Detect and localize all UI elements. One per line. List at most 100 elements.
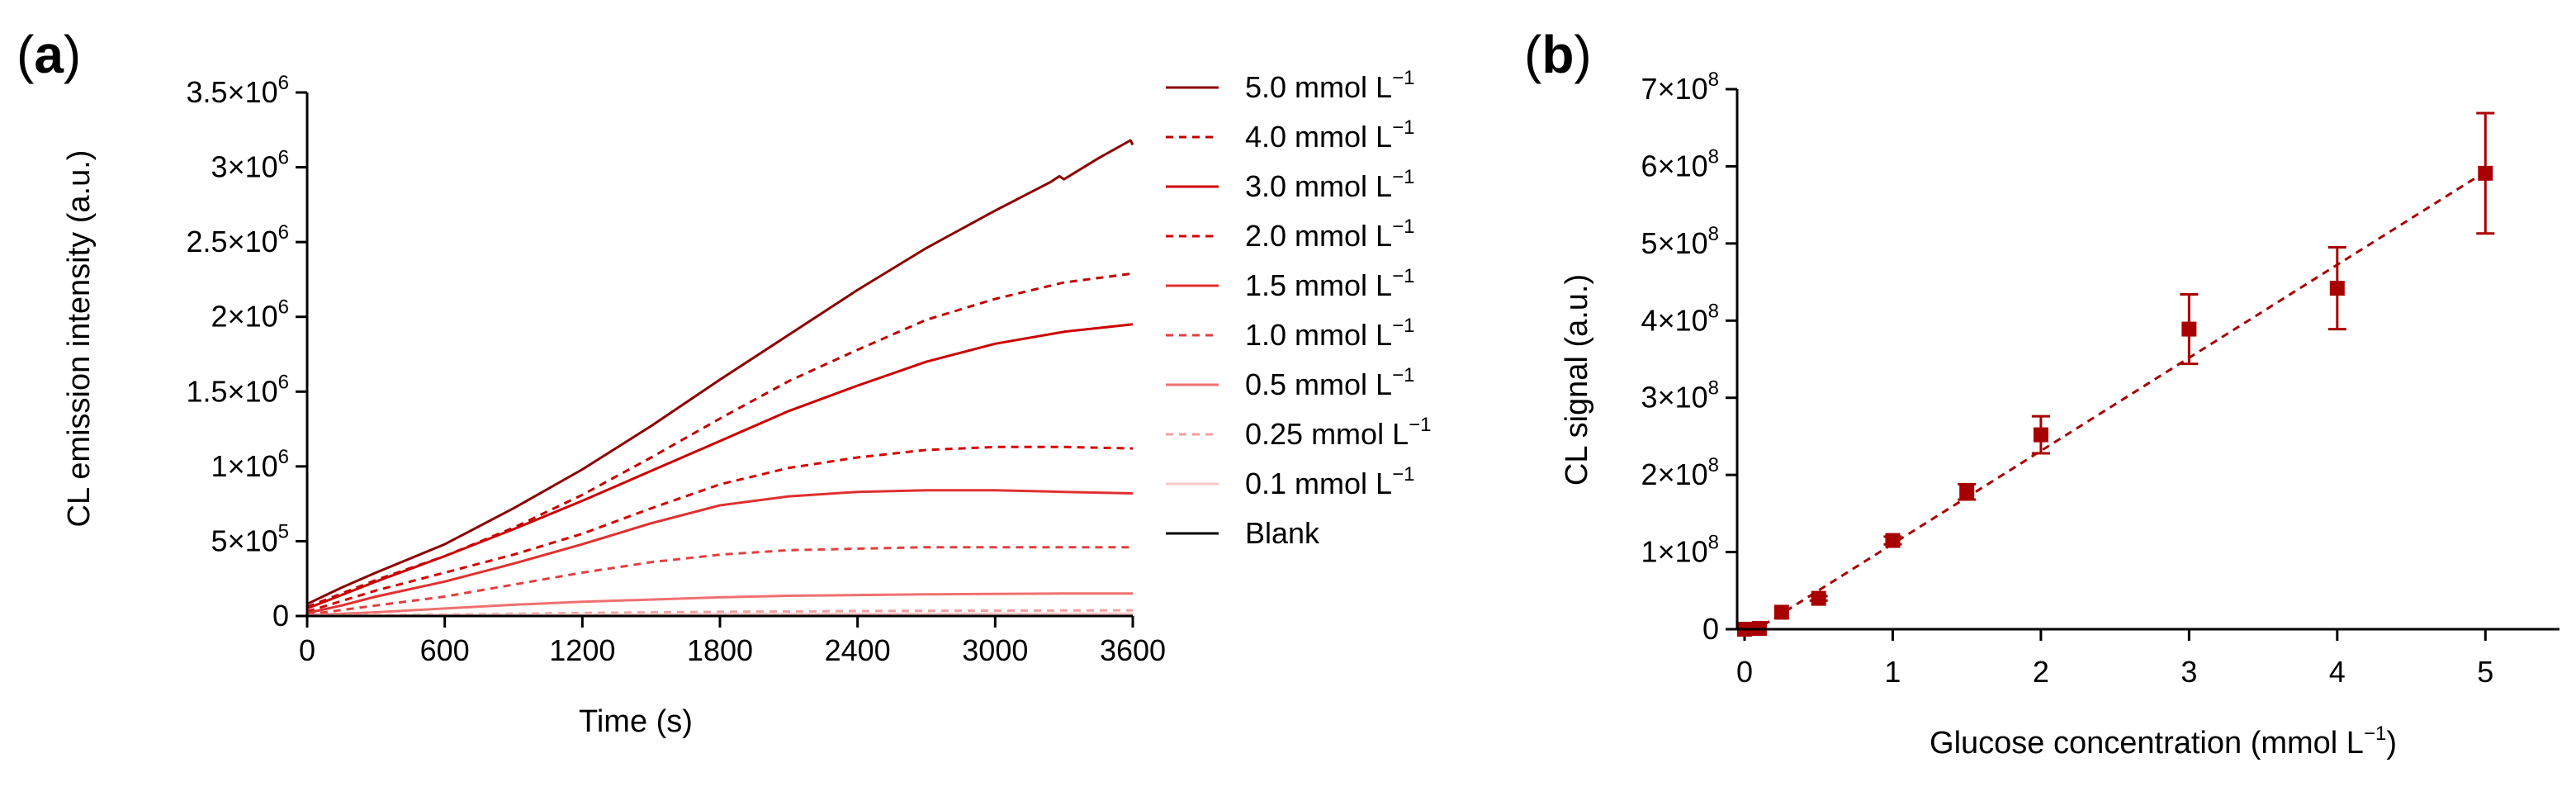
panel-a-legend-label-text: 4.0 mmol L [1245,120,1392,154]
panel-b-data-point [1883,533,1902,548]
panel-b-y-tick-exp: 8 [1708,454,1719,476]
panel-a-legend-item: 1.5 mmol L−1 [1166,265,1414,302]
panel-a-legend-item: 2.0 mmol L−1 [1166,216,1414,253]
panel-a-series-line [306,489,1134,614]
panel-a-y-tick-exp: 6 [278,221,289,244]
panel-b-y-tick-base: 5×10 [1641,226,1708,260]
panel-a-series-line [306,445,1134,614]
panel-a-series-line [306,546,1133,616]
panel-a-x-ticks: 0 600 1200 1800 2400 3000 3600 [299,616,1166,667]
panel-b-y-tick-label: 7×108 [1641,69,1719,106]
panel-b-data-point [2031,415,2050,455]
panel-b-y-tick-exp: 8 [1708,300,1719,322]
panel-a-legend-label-text: 5.0 mmol L [1245,70,1392,104]
panel-b-y-tick-exp: 8 [1708,532,1719,554]
panel-b-y-tick-exp: 8 [1708,223,1719,245]
panel-a-legend-label-text: 1.0 mmol L [1245,318,1392,352]
panel-a-legend-label-exp: −1 [1392,265,1414,287]
panel-a-legend-label-exp: −1 [1392,315,1414,337]
panel-a-letter: (a) [17,25,81,84]
panel-a-legend-item: 4.0 mmol L−1 [1166,116,1414,154]
panel-b-marker [1811,590,1826,606]
panel-a-x-tick-label: 1800 [687,633,753,667]
panel-a-y-tick-label: 1.5×106 [187,371,289,408]
panel-a-y-tick-label: 0 [272,599,289,633]
panel-b-y-tick-base: 3×10 [1641,381,1708,415]
panel-a-legend-label: Blank [1245,516,1320,550]
panel-b-marker [2478,165,2493,181]
panel-a-y-tick-label: 2.5×106 [187,221,289,258]
panel-b-y-tick-base: 6×10 [1641,149,1708,182]
panel-a-legend-item: 0.25 mmol L−1 [1166,414,1431,451]
panel-b-x-ticks: 0 1 2 3 4 5 [1736,629,2493,689]
panel-a-series [306,139,1134,618]
panel-b-y-axis-title: CL signal (a.u.) [1560,274,1594,486]
panel-a-legend-label-exp: −1 [1409,414,1431,436]
panel-b-letter: (b) [1524,25,1592,84]
panel-b-y-tick-label: 2×108 [1641,454,1719,491]
panel-b-x-axis-title-close: ) [2386,726,2397,760]
panel-a-x-tick-label: 0 [299,633,315,667]
panel-b-y-tick-base: 2×10 [1641,457,1708,491]
panel-b: (b) 01×1082×1083×1084×1085×1086×1087×108… [1524,25,2559,760]
panel-a-legend-item: 5.0 mmol L−1 [1166,67,1414,104]
panel-b-x-tick-label: 1 [1884,655,1901,689]
panel-b-data-point [2476,111,2495,235]
panel-b-marker [2181,321,2197,337]
panel-b-y-tick-exp: 8 [1708,69,1719,91]
panel-a-y-tick-exp: 6 [278,72,289,94]
panel-a-x-tick-label: 3000 [962,633,1028,667]
panel-a-legend-label: 4.0 mmol L−1 [1245,116,1414,154]
panel-a-legend-label-text: 3.0 mmol L [1245,169,1392,203]
panel-b-y-tick-exp: 8 [1708,145,1719,168]
panel-b-y-tick-label: 1×108 [1641,532,1719,569]
panel-a-y-tick-base: 3.5×10 [187,75,278,109]
panel-b-x-tick-label: 2 [2033,655,2049,689]
panel-b-points [1736,111,2495,637]
panel-b-fit-line [1751,170,2487,634]
panel-a-y-tick-base: 0 [272,599,289,633]
panel-a-letter-char: a [34,25,64,84]
panel-b-data-point [1958,482,1977,501]
panel-a-legend-label: 0.1 mmol L−1 [1245,463,1414,500]
panel-a-legend-label-text: 0.1 mmol L [1245,467,1392,500]
panel-b-y-tick-exp: 8 [1708,377,1719,400]
panel-a-legend-label-text: 0.5 mmol L [1245,367,1392,401]
panel-a-y-tick-base: 2.5×10 [187,225,278,258]
panel-b-data-point [2180,293,2199,366]
panel-a-legend-item: 3.0 mmol L−1 [1166,166,1414,203]
panel-a-y-tick-exp: 5 [278,520,289,543]
panel-b-data-point [2327,246,2346,331]
panel-a-legend-label-exp: −1 [1392,67,1414,89]
panel-a-legend-label: 0.5 mmol L−1 [1245,364,1414,401]
panel-a-legend-item: 1.0 mmol L−1 [1166,315,1414,352]
panel-b-y-tick-label: 4×108 [1641,300,1719,337]
panel-b-y-tick-base: 7×10 [1641,72,1708,106]
panel-b-y-tick-label: 3×108 [1641,377,1719,415]
panel-a-x-tick-label: 600 [420,633,470,667]
panel-a-y-tick-base: 2×10 [211,300,278,334]
panel-a-y-tick-exp: 6 [278,296,289,319]
panel-a-y-tick-label: 1×106 [211,446,289,483]
panel-b-x-axis-title: Glucose concentration (mmol L−1) [1930,723,2397,760]
panel-b-data-point [1773,604,1789,620]
panel-a-series-line [306,323,1134,610]
panel-b-x-axis-title-exp: −1 [2364,723,2386,745]
panel-a-legend-label-exp: −1 [1392,116,1414,139]
panel-b-marker [2329,281,2345,296]
panel-a-legend-item: 0.5 mmol L−1 [1166,364,1414,401]
panel-b-x-tick-label: 0 [1736,655,1753,689]
panel-a-legend-label-exp: −1 [1392,216,1414,238]
panel-a-legend-label-exp: −1 [1392,166,1414,188]
panel-a-y-tick-base: 5×10 [211,524,278,557]
panel-a-legend-label: 1.5 mmol L−1 [1245,265,1414,302]
panel-a-y-ticks: 05×1051×1061.5×1062×1062.5×1063×1063.5×1… [187,72,307,633]
panel-a-legend-label-text: Blank [1245,516,1320,550]
panel-b-marker [1959,484,1975,500]
panel-a-x-tick-label: 3600 [1100,633,1166,667]
panel-b-letter-char: b [1541,25,1574,84]
panel-a-y-tick-base: 3×10 [211,150,278,184]
panel-a-legend-label: 0.25 mmol L−1 [1245,414,1431,451]
